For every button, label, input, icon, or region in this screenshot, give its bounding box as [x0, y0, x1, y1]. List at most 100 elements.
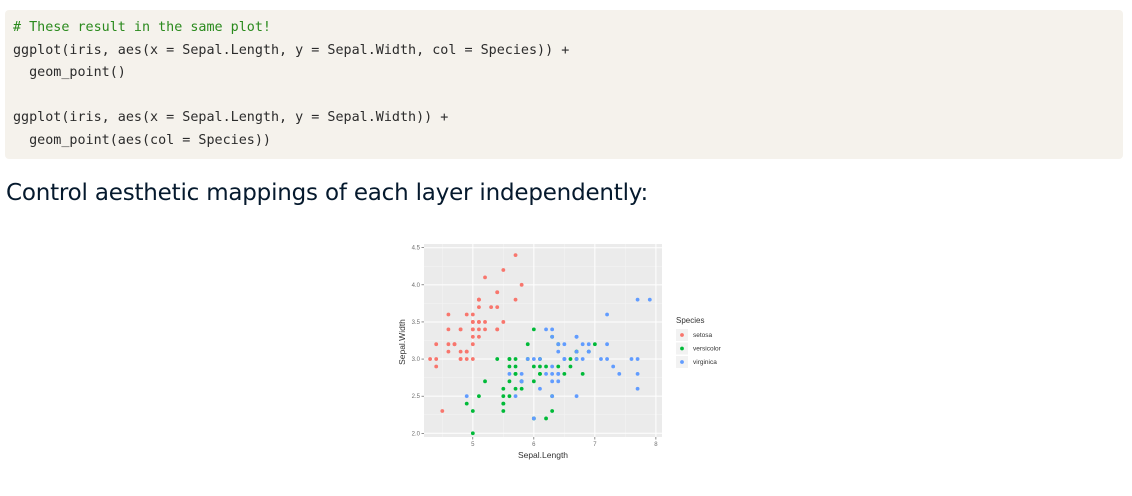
- code-comment-line: # These result in the same plot!: [13, 20, 271, 35]
- data-point-setosa: [464, 357, 469, 361]
- data-point-versicolor: [507, 364, 512, 369]
- code-line: geom_point(aes(col = Species)): [13, 132, 271, 148]
- data-point-versicolor: [531, 364, 536, 369]
- data-point-setosa: [483, 320, 487, 324]
- data-point-virginica: [550, 394, 555, 399]
- data-point-setosa: [477, 334, 481, 339]
- data-point-setosa: [470, 357, 475, 361]
- data-point-setosa: [458, 327, 463, 332]
- data-point-versicolor: [513, 357, 518, 361]
- data-point-virginica: [635, 357, 640, 361]
- data-point-virginica: [574, 357, 579, 361]
- data-point-versicolor: [538, 364, 542, 369]
- data-point-versicolor: [525, 342, 530, 347]
- data-point-virginica: [556, 372, 561, 376]
- data-point-virginica: [586, 342, 591, 347]
- data-point-virginica: [519, 379, 524, 384]
- data-point-setosa: [464, 312, 469, 317]
- data-point-virginica: [605, 342, 609, 347]
- data-point-setosa: [470, 320, 475, 324]
- legend-key-point: [680, 346, 684, 351]
- data-point-virginica: [550, 334, 555, 339]
- y-axis-title: Sepal.Width: [397, 319, 407, 365]
- data-point-versicolor: [501, 394, 506, 399]
- data-point-setosa: [452, 342, 457, 347]
- data-point-virginica: [531, 416, 536, 421]
- data-point-virginica: [635, 372, 640, 376]
- data-point-setosa: [464, 349, 469, 354]
- data-point-virginica: [538, 386, 542, 391]
- data-point-virginica: [611, 364, 616, 369]
- data-point-setosa: [495, 327, 500, 332]
- data-points: [428, 253, 652, 436]
- data-point-virginica: [586, 349, 591, 354]
- data-point-virginica: [605, 357, 609, 361]
- code-line: geom_point(): [13, 65, 126, 80]
- data-point-versicolor: [568, 364, 573, 369]
- section-heading: Control aesthetic mappings of each layer…: [6, 180, 649, 206]
- data-point-setosa: [477, 320, 481, 324]
- data-point-virginica: [647, 297, 652, 302]
- data-point-versicolor: [544, 416, 548, 421]
- data-point-setosa: [458, 357, 463, 361]
- data-point-virginica: [617, 372, 622, 376]
- data-point-virginica: [599, 357, 603, 361]
- data-point-virginica: [538, 357, 542, 361]
- data-point-virginica: [550, 327, 555, 332]
- data-point-setosa: [470, 334, 475, 339]
- y-axis: 2.0 2.5 3.0 3.5 4.0 4.5: [412, 246, 424, 437]
- data-point-setosa: [458, 349, 463, 354]
- data-point-setosa: [489, 305, 494, 309]
- data-point-versicolor: [556, 364, 561, 369]
- x-axis-title: Sepal.Length: [518, 450, 568, 460]
- data-point-virginica: [544, 372, 548, 376]
- legend-key-point: [680, 360, 684, 364]
- data-point-setosa: [501, 268, 506, 272]
- data-point-virginica: [550, 379, 555, 384]
- data-point-virginica: [531, 357, 536, 361]
- grid-lines: [424, 244, 662, 437]
- data-point-versicolor: [470, 431, 475, 436]
- data-point-setosa: [495, 305, 500, 309]
- y-tick-label: 4.5: [412, 246, 421, 252]
- data-point-versicolor: [544, 364, 548, 369]
- data-point-setosa: [470, 342, 475, 347]
- data-point-virginica: [519, 372, 524, 376]
- data-point-virginica: [574, 334, 579, 339]
- code-block: # These result in the same plot! ggplot(…: [5, 10, 1123, 159]
- legend-label: virginica: [693, 359, 717, 366]
- data-point-setosa: [446, 342, 451, 347]
- data-point-virginica: [562, 357, 567, 361]
- code-line: ggplot(iris, aes(x = Sepal.Length, y = S…: [13, 110, 449, 125]
- data-point-setosa: [440, 409, 445, 413]
- data-point-versicolor: [592, 342, 597, 347]
- x-tick-label: 6: [532, 442, 536, 448]
- data-point-setosa: [501, 320, 506, 324]
- data-point-setosa: [470, 327, 475, 332]
- data-point-versicolor: [550, 409, 555, 413]
- data-point-setosa: [477, 297, 481, 302]
- legend-label: versicolor: [693, 346, 722, 353]
- y-tick-label: 2.0: [412, 431, 421, 437]
- y-tick-label: 4.0: [412, 283, 421, 289]
- data-point-virginica: [580, 342, 585, 347]
- data-point-setosa: [483, 275, 487, 280]
- data-point-virginica: [556, 379, 561, 384]
- data-point-versicolor: [495, 357, 500, 361]
- data-point-setosa: [477, 305, 481, 309]
- data-point-virginica: [544, 327, 548, 332]
- legend: Species setosa versicolor virginica: [676, 316, 722, 368]
- data-point-setosa: [470, 312, 475, 317]
- data-point-versicolor: [464, 401, 469, 406]
- data-point-setosa: [495, 290, 500, 295]
- data-point-setosa: [428, 357, 433, 361]
- data-point-virginica: [635, 386, 640, 391]
- y-tick-label: 2.5: [412, 394, 421, 400]
- legend-key-point: [680, 333, 684, 337]
- data-point-versicolor: [483, 379, 487, 384]
- data-point-versicolor: [507, 394, 512, 399]
- data-point-versicolor: [501, 386, 506, 391]
- data-point-versicolor: [531, 379, 536, 384]
- data-point-virginica: [464, 394, 469, 399]
